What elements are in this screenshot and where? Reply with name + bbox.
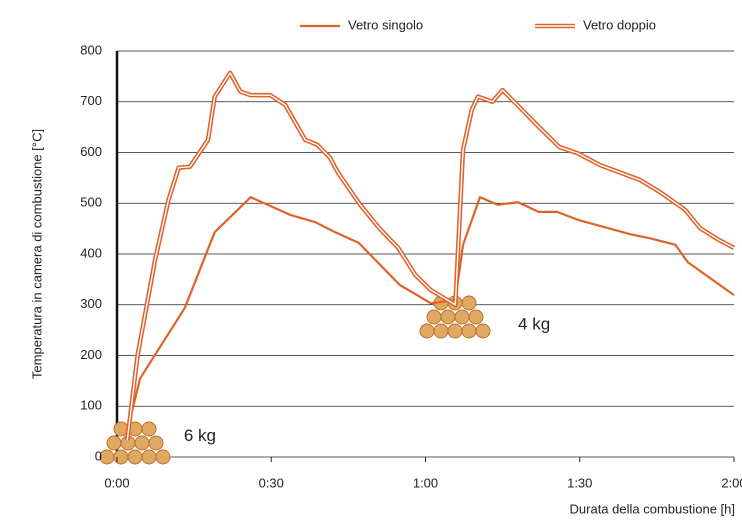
x-tick-label: 0:00 xyxy=(104,475,129,490)
y-tick-label: 600 xyxy=(80,144,102,159)
y-tick-label: 300 xyxy=(80,296,102,311)
y-tick-label: 100 xyxy=(80,398,102,413)
y-tick-label: 700 xyxy=(80,93,102,108)
legend-label: Vetro singolo xyxy=(348,17,423,32)
annotation: 6 kg xyxy=(184,426,216,445)
y-tick-label: 0 xyxy=(95,448,102,463)
x-tick-label: 1:00 xyxy=(413,475,438,490)
wood-pile xyxy=(99,421,171,465)
x-tick-label: 2:00 xyxy=(721,475,742,490)
x-axis-label: Durata della combustione [h] xyxy=(570,501,735,516)
y-tick-label: 400 xyxy=(80,245,102,260)
line-inner xyxy=(126,72,735,441)
y-tick-label: 200 xyxy=(80,347,102,362)
annotation: 4 kg xyxy=(518,315,550,334)
y-tick-label: 800 xyxy=(80,42,102,57)
x-tick-label: 0:30 xyxy=(259,475,284,490)
line xyxy=(128,196,735,421)
y-tick-label: 500 xyxy=(80,195,102,210)
line xyxy=(125,70,736,441)
x-tick-label: 1:30 xyxy=(567,475,592,490)
y-axis-label: Temperatura in camera di combustione [°C… xyxy=(29,129,44,379)
legend-label: Vetro doppio xyxy=(583,17,656,32)
